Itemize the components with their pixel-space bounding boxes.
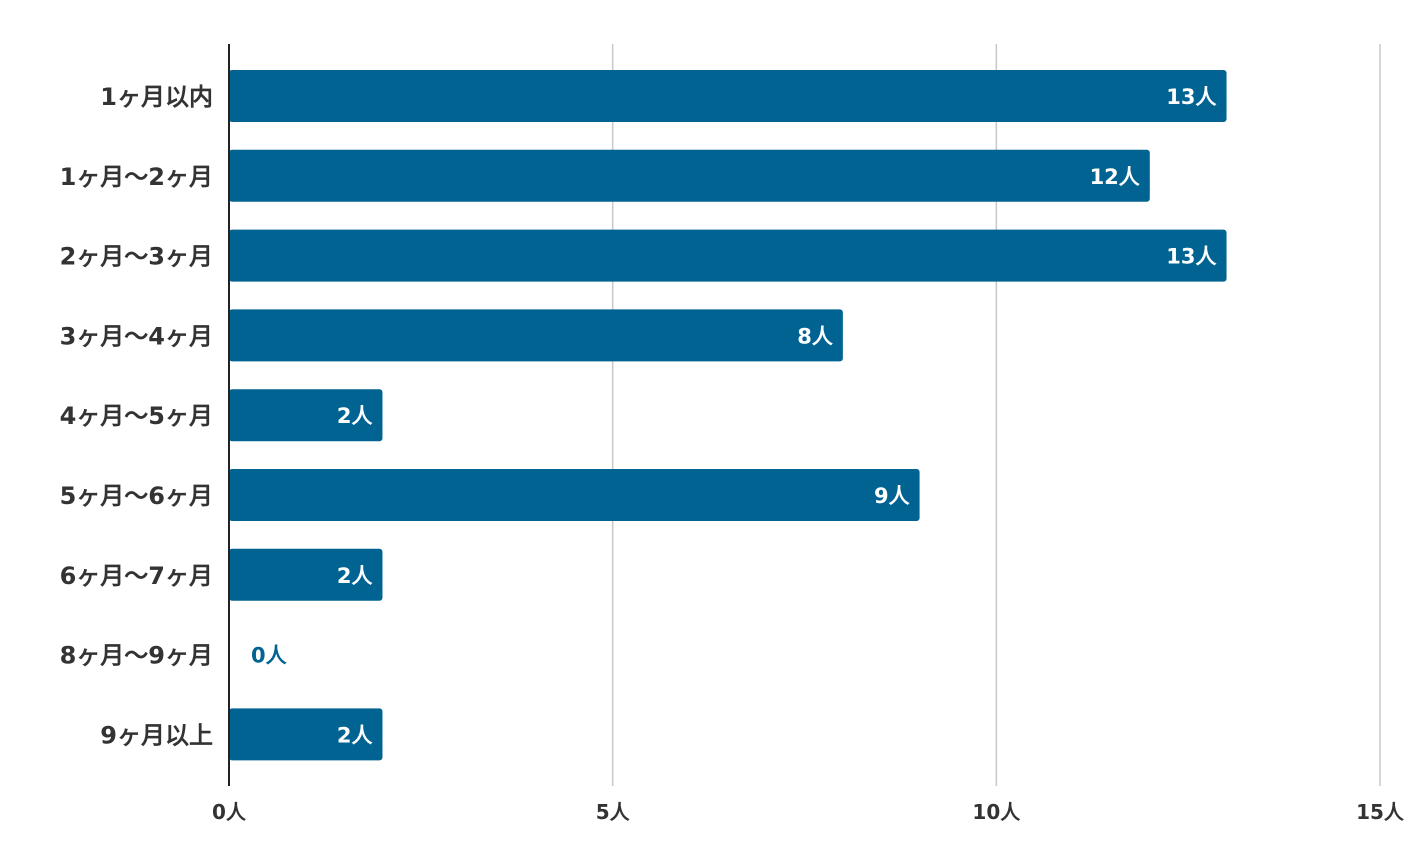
bar-layer — [229, 70, 1227, 761]
bar — [229, 70, 1227, 122]
bar-value-label: 12人 — [1090, 165, 1140, 189]
category-label: 5ヶ月〜6ヶ月 — [60, 482, 213, 510]
bar-value-label: 2人 — [337, 723, 373, 747]
category-label: 1ヶ月以内 — [100, 83, 213, 111]
category-label: 8ヶ月〜9ヶ月 — [60, 642, 213, 670]
x-tick-label: 0人 — [212, 800, 247, 824]
category-label: 9ヶ月以上 — [100, 721, 213, 749]
x-tick-label: 5人 — [596, 800, 631, 824]
category-label: 6ヶ月〜7ヶ月 — [60, 562, 213, 590]
bar-value-label: 13人 — [1166, 85, 1216, 109]
category-label: 2ヶ月〜3ヶ月 — [60, 243, 213, 271]
category-label: 4ヶ月〜5ヶ月 — [60, 402, 213, 430]
x-tick-label: 15人 — [1356, 800, 1405, 824]
category-label: 1ヶ月〜2ヶ月 — [60, 163, 213, 191]
bar — [229, 469, 920, 521]
bar — [229, 229, 1227, 282]
bar-value-label: 2人 — [337, 564, 373, 588]
bar-value-label: 0人 — [251, 644, 287, 668]
bar — [229, 389, 383, 442]
bar-value-label: 13人 — [1166, 245, 1216, 269]
bar — [229, 149, 1150, 202]
bar — [229, 309, 843, 362]
bar — [229, 548, 383, 601]
bar-value-label: 8人 — [797, 324, 833, 348]
category-label: 3ヶ月〜4ヶ月 — [60, 322, 213, 350]
x-tick-label: 10人 — [972, 800, 1021, 824]
bar — [229, 708, 383, 761]
bar-value-label: 2人 — [337, 404, 373, 428]
label-layer: 0人 5人 10人 15人 1ヶ月以内 13人 1ヶ月〜2ヶ月 12人 2ヶ月〜3ヶ月 13人 3ヶ… — [60, 83, 1405, 824]
bar-value-label: 9人 — [874, 484, 910, 508]
